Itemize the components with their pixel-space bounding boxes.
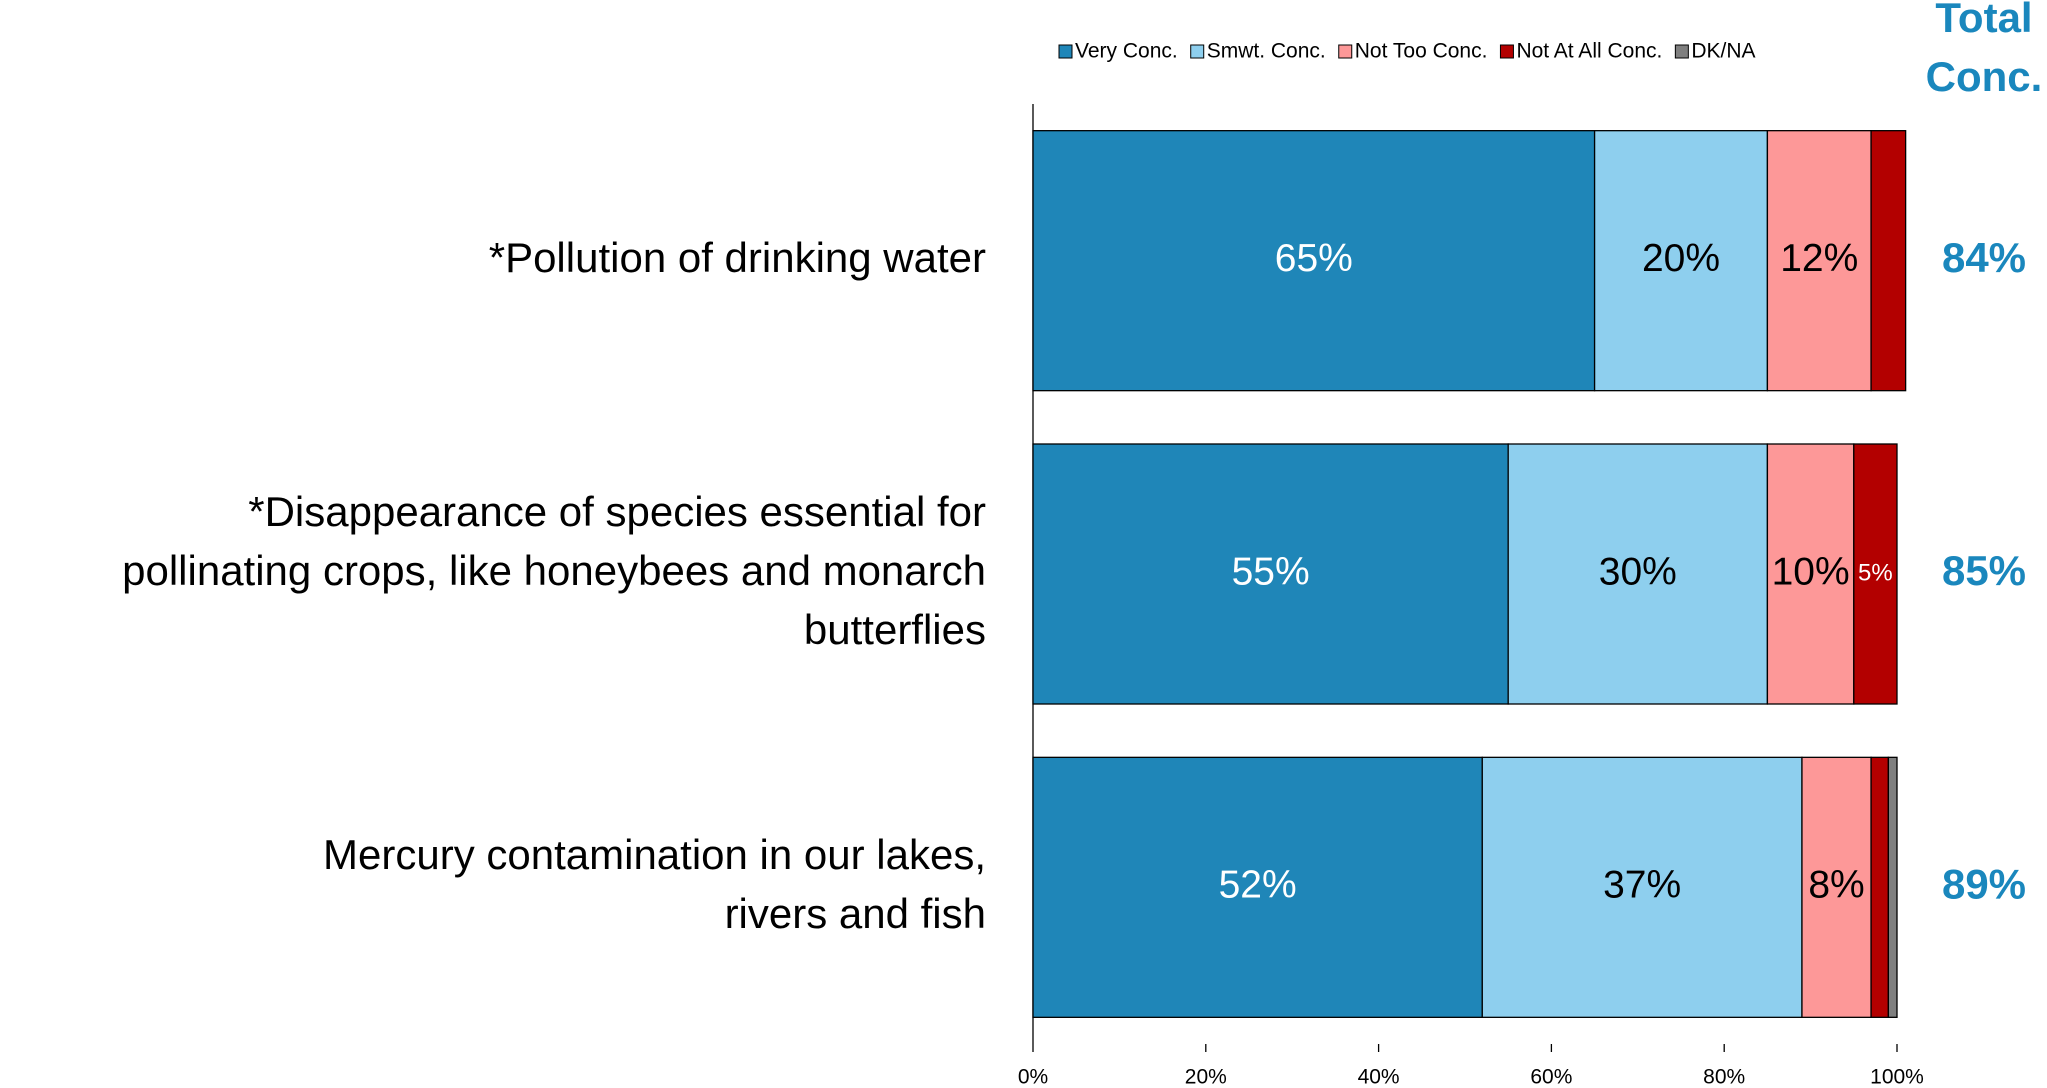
x-tick-label: 80% xyxy=(1703,1066,1745,1088)
data-label: 20% xyxy=(1642,237,1720,280)
category-label: *Pollution of drinking water xyxy=(489,234,986,281)
bar-segment xyxy=(1766,130,1872,392)
data-label: 55% xyxy=(1232,550,1310,593)
legend-label: Not Too Conc. xyxy=(1355,40,1488,63)
bar-segment xyxy=(1481,756,1803,1018)
category-label: rivers and fish xyxy=(725,890,986,937)
bar-segment xyxy=(1593,130,1769,392)
totals-header: Total xyxy=(1935,0,2032,41)
x-tick-label: 60% xyxy=(1530,1066,1572,1088)
data-label: 10% xyxy=(1772,550,1850,593)
bar-segment xyxy=(1887,756,1898,1018)
x-tick-label: 0% xyxy=(1018,1066,1048,1088)
bar-segment xyxy=(1870,756,1890,1018)
bar-segment xyxy=(1032,130,1596,392)
legend-label: DK/NA xyxy=(1691,40,1755,63)
x-tick-label: 40% xyxy=(1358,1066,1400,1088)
bar-segment xyxy=(1032,443,1509,705)
legend-label: Very Conc. xyxy=(1075,40,1178,63)
bar-segment xyxy=(1853,443,1898,705)
data-label: 5% xyxy=(1858,559,1893,586)
total-label: 85% xyxy=(1942,547,2026,594)
data-label: 12% xyxy=(1780,237,1858,280)
data-label: 37% xyxy=(1603,864,1681,907)
total-label: 84% xyxy=(1942,234,2026,281)
bar-segment xyxy=(1870,130,1907,392)
data-label: 8% xyxy=(1808,864,1864,907)
total-label: 89% xyxy=(1942,860,2026,907)
x-tick-label: 20% xyxy=(1185,1066,1227,1088)
legend-swatch xyxy=(1058,44,1073,59)
legend-label: Not At All Conc. xyxy=(1516,40,1662,63)
totals-header: Conc. xyxy=(1926,53,2043,100)
legend-label: Smwt. Conc. xyxy=(1207,40,1326,63)
data-label: 52% xyxy=(1219,864,1297,907)
category-label: butterflies xyxy=(804,606,986,653)
bar-segment xyxy=(1766,443,1855,705)
data-label: 65% xyxy=(1275,237,1353,280)
category-label: pollinating crops, like honeybees and mo… xyxy=(122,547,986,594)
bar-segment xyxy=(1507,443,1769,705)
category-label: Mercury contamination in our lakes, xyxy=(323,831,986,878)
category-label: *Disappearance of species essential for xyxy=(248,488,986,535)
x-tick-label: 100% xyxy=(1870,1066,1924,1088)
legend-swatch xyxy=(1499,44,1514,59)
legend-swatch xyxy=(1338,44,1353,59)
legend-swatch xyxy=(1674,44,1689,59)
data-label: 30% xyxy=(1599,550,1677,593)
legend-swatch xyxy=(1190,44,1205,59)
bar-segment xyxy=(1032,756,1483,1018)
